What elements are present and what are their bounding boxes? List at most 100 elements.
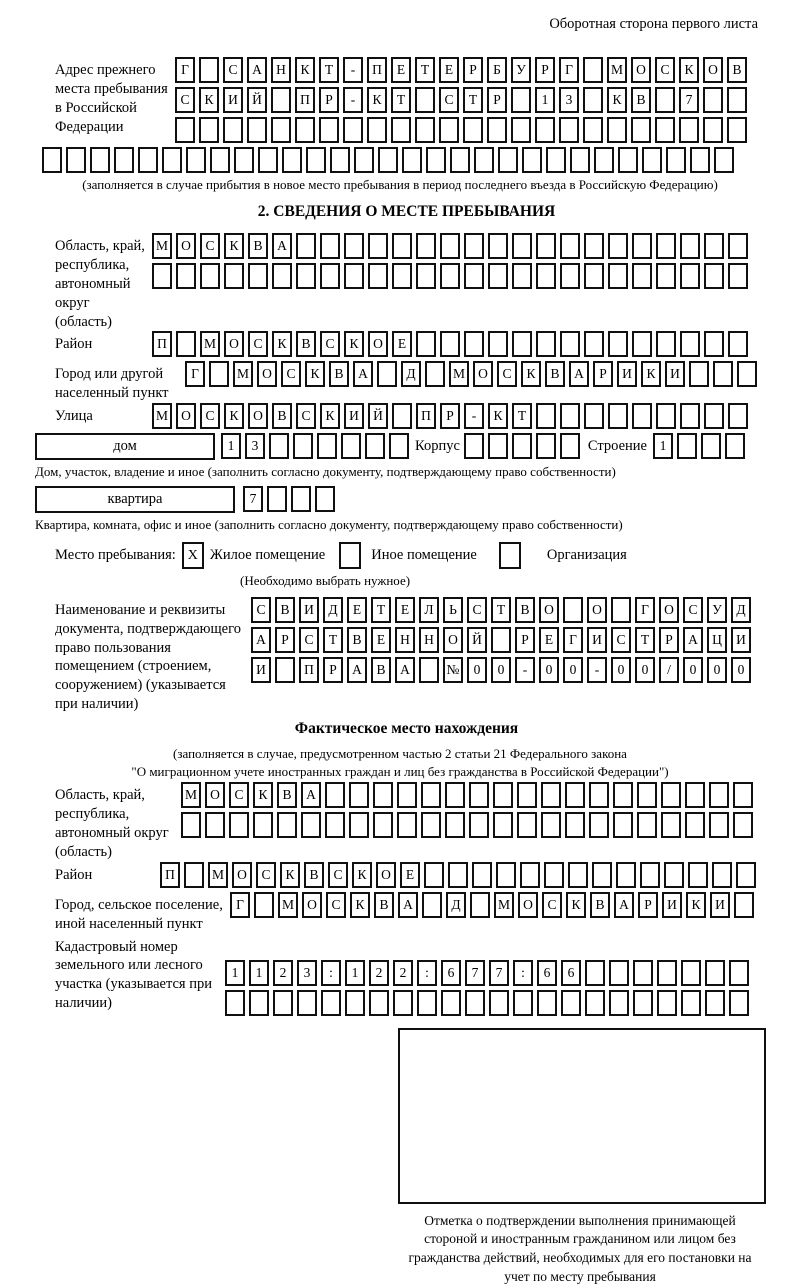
char-box[interactable]: Т bbox=[491, 596, 511, 623]
char-box[interactable] bbox=[565, 812, 585, 839]
char-box[interactable] bbox=[584, 263, 604, 290]
char-box[interactable] bbox=[680, 233, 700, 260]
char-box[interactable]: А bbox=[395, 656, 415, 683]
char-box[interactable] bbox=[728, 403, 748, 430]
char-box[interactable] bbox=[291, 486, 311, 513]
char-box[interactable] bbox=[517, 782, 537, 809]
char-box[interactable] bbox=[176, 263, 196, 290]
char-box[interactable] bbox=[681, 989, 701, 1016]
char-box[interactable]: - bbox=[343, 87, 363, 113]
char-box[interactable] bbox=[267, 486, 287, 513]
char-box[interactable]: Т bbox=[635, 626, 655, 653]
char-box[interactable]: К bbox=[641, 361, 661, 388]
char-box[interactable] bbox=[249, 989, 269, 1016]
char-box[interactable] bbox=[704, 233, 724, 260]
char-box[interactable] bbox=[680, 331, 700, 358]
char-box[interactable]: 2 bbox=[273, 959, 293, 986]
char-box[interactable] bbox=[613, 812, 633, 839]
char-box[interactable] bbox=[200, 263, 220, 290]
char-box[interactable] bbox=[511, 117, 531, 143]
char-box[interactable]: О bbox=[248, 403, 268, 430]
char-box[interactable]: : bbox=[417, 959, 437, 986]
char-box[interactable] bbox=[224, 263, 244, 290]
char-box[interactable] bbox=[583, 117, 603, 143]
char-box[interactable] bbox=[729, 989, 749, 1016]
char-box[interactable]: У bbox=[707, 596, 727, 623]
char-box[interactable] bbox=[349, 812, 369, 839]
char-box[interactable] bbox=[330, 147, 350, 173]
char-box[interactable] bbox=[440, 263, 460, 290]
char-box[interactable] bbox=[181, 812, 201, 839]
char-box[interactable]: К bbox=[344, 331, 364, 358]
char-box[interactable] bbox=[450, 147, 470, 173]
char-box[interactable] bbox=[343, 117, 363, 143]
char-box[interactable]: М bbox=[233, 361, 253, 388]
char-box[interactable]: О bbox=[473, 361, 493, 388]
char-box[interactable]: М bbox=[494, 891, 514, 918]
char-box[interactable]: С bbox=[320, 331, 340, 358]
char-box[interactable] bbox=[415, 87, 435, 113]
char-box[interactable]: Р bbox=[440, 403, 460, 430]
char-box[interactable] bbox=[568, 861, 588, 888]
char-box[interactable] bbox=[440, 331, 460, 358]
char-box[interactable] bbox=[367, 117, 387, 143]
char-box[interactable]: И bbox=[665, 361, 685, 388]
char-box[interactable]: Н bbox=[395, 626, 415, 653]
char-box[interactable] bbox=[655, 117, 675, 143]
char-box[interactable]: И bbox=[617, 361, 637, 388]
char-box[interactable] bbox=[464, 331, 484, 358]
char-box[interactable] bbox=[536, 233, 556, 260]
char-box[interactable] bbox=[463, 433, 484, 460]
char-box[interactable] bbox=[560, 331, 580, 358]
char-box[interactable] bbox=[727, 117, 747, 143]
char-box[interactable]: М bbox=[152, 403, 172, 430]
char-box[interactable]: 0 bbox=[467, 656, 487, 683]
living-checkbox[interactable]: X bbox=[181, 541, 208, 569]
char-box[interactable]: П bbox=[160, 861, 180, 888]
char-box[interactable] bbox=[325, 782, 345, 809]
char-box[interactable] bbox=[176, 331, 196, 358]
char-box[interactable]: Е bbox=[395, 596, 415, 623]
char-box[interactable] bbox=[584, 233, 604, 260]
char-box[interactable]: А bbox=[569, 361, 589, 388]
char-box[interactable] bbox=[488, 233, 508, 260]
char-box[interactable]: О bbox=[376, 861, 396, 888]
char-box[interactable]: В bbox=[371, 656, 391, 683]
char-box[interactable] bbox=[368, 263, 388, 290]
char-box[interactable]: - bbox=[464, 403, 484, 430]
char-box[interactable] bbox=[704, 403, 724, 430]
char-box[interactable]: Б bbox=[487, 57, 507, 83]
char-box[interactable] bbox=[162, 147, 182, 173]
char-box[interactable]: К bbox=[224, 403, 244, 430]
char-box[interactable] bbox=[175, 117, 195, 143]
char-box[interactable] bbox=[728, 233, 748, 260]
char-box[interactable]: К bbox=[367, 87, 387, 113]
char-box[interactable]: 6 bbox=[561, 959, 581, 986]
char-box[interactable] bbox=[657, 959, 677, 986]
char-box[interactable] bbox=[498, 147, 518, 173]
char-box[interactable]: Е bbox=[371, 626, 391, 653]
char-box[interactable]: О bbox=[703, 57, 723, 83]
char-box[interactable] bbox=[705, 989, 725, 1016]
char-box[interactable]: В bbox=[515, 596, 535, 623]
char-box[interactable] bbox=[373, 782, 393, 809]
char-box[interactable]: О bbox=[539, 596, 559, 623]
char-box[interactable]: 1 bbox=[221, 433, 241, 460]
char-box[interactable]: С bbox=[326, 891, 346, 918]
char-box[interactable] bbox=[223, 117, 243, 143]
char-box[interactable] bbox=[512, 233, 532, 260]
char-box[interactable]: С bbox=[328, 861, 348, 888]
char-box[interactable] bbox=[664, 861, 684, 888]
char-box[interactable]: С bbox=[200, 233, 220, 260]
char-box[interactable]: 1 bbox=[225, 959, 245, 986]
char-box[interactable] bbox=[642, 147, 662, 173]
char-box[interactable]: Р bbox=[593, 361, 613, 388]
char-box[interactable] bbox=[632, 233, 652, 260]
char-box[interactable]: 1 bbox=[535, 87, 555, 113]
char-box[interactable] bbox=[613, 782, 633, 809]
char-box[interactable] bbox=[640, 861, 660, 888]
char-box[interactable] bbox=[90, 147, 110, 173]
char-box[interactable] bbox=[315, 486, 335, 513]
char-box[interactable]: О bbox=[518, 891, 538, 918]
char-box[interactable]: Г bbox=[185, 361, 205, 388]
